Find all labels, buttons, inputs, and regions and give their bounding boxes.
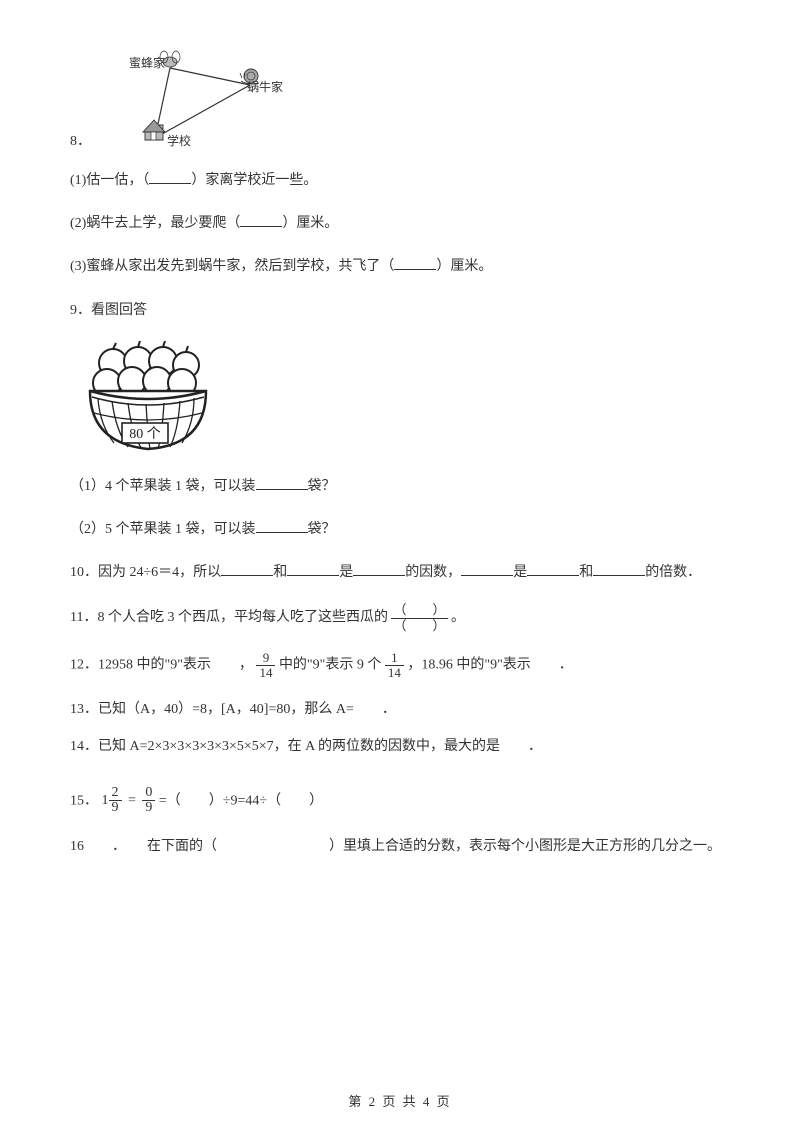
frac-num: 2 bbox=[109, 786, 122, 802]
basket-count: 80 个 bbox=[129, 426, 161, 442]
frac-den: 14 bbox=[256, 666, 275, 680]
basket-figure: 80 个 bbox=[80, 341, 220, 456]
q8-3-a: (3)蜜蜂从家出发先到蜗牛家，然后到学校，共飞了（ bbox=[70, 259, 394, 274]
q9-part1: （1）4 个苹果装 1 袋，可以装 袋？ bbox=[70, 474, 730, 499]
q11-b: 。 bbox=[451, 610, 465, 625]
q8-1-a: (1)估一估，（ bbox=[70, 173, 149, 188]
q13: 13．已知（A，40）=8，[A，40]=80，那么 A= ． bbox=[70, 697, 730, 722]
triangle-diagram: 蜜蜂家 蜗牛家 学校 bbox=[115, 50, 295, 150]
q15: 15． 129 = 0 9 =（ ）÷9=44÷（ ） bbox=[70, 786, 730, 816]
q10-g: 的倍数． bbox=[645, 565, 701, 580]
blank bbox=[149, 170, 191, 184]
q9-part2: （2）5 个苹果装 1 袋，可以装 袋？ bbox=[70, 517, 730, 542]
page-footer: 第 2 页 共 4 页 bbox=[0, 1091, 800, 1110]
eq: = bbox=[128, 793, 136, 808]
blank bbox=[256, 476, 308, 490]
q8-part1: (1)估一估，（ ）家离学校近一些。 bbox=[70, 168, 730, 193]
q10-b: 和 bbox=[273, 565, 287, 580]
q12-frac2: 1 14 bbox=[385, 651, 404, 679]
q9-1-a: （1）4 个苹果装 1 袋，可以装 bbox=[70, 479, 256, 494]
q8-part3: (3)蜜蜂从家出发先到蜗牛家，然后到学校，共飞了（ ）厘米。 bbox=[70, 254, 730, 279]
blank bbox=[461, 562, 513, 576]
q10-c: 是 bbox=[339, 565, 353, 580]
q10-f: 和 bbox=[579, 565, 593, 580]
q8-number: 8． bbox=[70, 130, 91, 150]
q12-c: ，18.96 中的"9"表示 ． bbox=[407, 657, 572, 672]
blank bbox=[240, 213, 282, 227]
whole: 1 bbox=[102, 793, 109, 808]
q8-3-b: ）厘米。 bbox=[436, 259, 492, 274]
blank bbox=[394, 256, 436, 270]
q11-a: 11．8 个人合吃 3 个西瓜，平均每人吃了这些西瓜的 bbox=[70, 610, 388, 625]
frac-den: 14 bbox=[385, 666, 404, 680]
frac-den: 9 bbox=[109, 801, 122, 816]
q8-2-a: (2)蜗牛去上学，最少要爬（ bbox=[70, 216, 240, 231]
q10-e: 是 bbox=[513, 565, 527, 580]
q14: 14．已知 A=2×3×3×3×3×3×5×5×7，在 A 的两位数的因数中，最… bbox=[70, 734, 730, 759]
q8-part2: (2)蜗牛去上学，最少要爬（ ）厘米。 bbox=[70, 211, 730, 236]
q10: 10．因为 24÷6＝4，所以 和 是 的因数， 是 和 的倍数． bbox=[70, 560, 730, 585]
q12: 12．12958 中的"9"表示 ， 9 14 中的"9"表示 9 个 1 14… bbox=[70, 651, 730, 679]
q10-a: 10．因为 24÷6＝4，所以 bbox=[70, 565, 221, 580]
snail-label: 蜗牛家 bbox=[247, 78, 283, 95]
q15-b: =（ ）÷9=44÷（ ） bbox=[159, 793, 323, 808]
frac-num: （ ） bbox=[391, 603, 447, 618]
q15-frac2: 0 9 bbox=[142, 786, 155, 816]
blank bbox=[527, 562, 579, 576]
q16: 16 ． 在下面的（ ）里填上合适的分数，表示每个小图形是大正方形的几分之一。 bbox=[70, 834, 730, 859]
q15-a: 15． bbox=[70, 793, 98, 808]
blank bbox=[256, 519, 308, 533]
q8-1-b: ）家离学校近一些。 bbox=[191, 173, 317, 188]
q15-mixed1: 129 bbox=[102, 793, 126, 808]
q9-2-b: 袋？ bbox=[308, 522, 336, 537]
blank bbox=[287, 562, 339, 576]
bee-label: 蜜蜂家 bbox=[129, 54, 165, 71]
q9-1-b: 袋？ bbox=[308, 479, 336, 494]
q8-diagram-row: 8． bbox=[70, 50, 730, 150]
blank bbox=[593, 562, 645, 576]
q8-2-b: ）厘米。 bbox=[282, 216, 338, 231]
q10-d: 的因数， bbox=[405, 565, 461, 580]
q9-heading: 9．看图回答 bbox=[70, 298, 730, 323]
school-label: 学校 bbox=[167, 132, 191, 149]
frac-den: （ ） bbox=[391, 619, 447, 633]
q12-frac1: 9 14 bbox=[256, 651, 275, 679]
q12-b: 中的"9"表示 9 个 bbox=[279, 657, 381, 672]
frac-num: 0 bbox=[142, 786, 155, 802]
frac-num: 1 bbox=[385, 651, 404, 666]
blank bbox=[221, 562, 273, 576]
q11-fraction: （ ） （ ） bbox=[391, 603, 447, 633]
blank bbox=[353, 562, 405, 576]
q11: 11．8 个人合吃 3 个西瓜，平均每人吃了这些西瓜的 （ ） （ ） 。 bbox=[70, 603, 730, 633]
q9-2-a: （2）5 个苹果装 1 袋，可以装 bbox=[70, 522, 256, 537]
frac-num: 9 bbox=[256, 651, 275, 666]
frac-den: 9 bbox=[142, 801, 155, 816]
q12-a: 12．12958 中的"9"表示 ， bbox=[70, 657, 253, 672]
